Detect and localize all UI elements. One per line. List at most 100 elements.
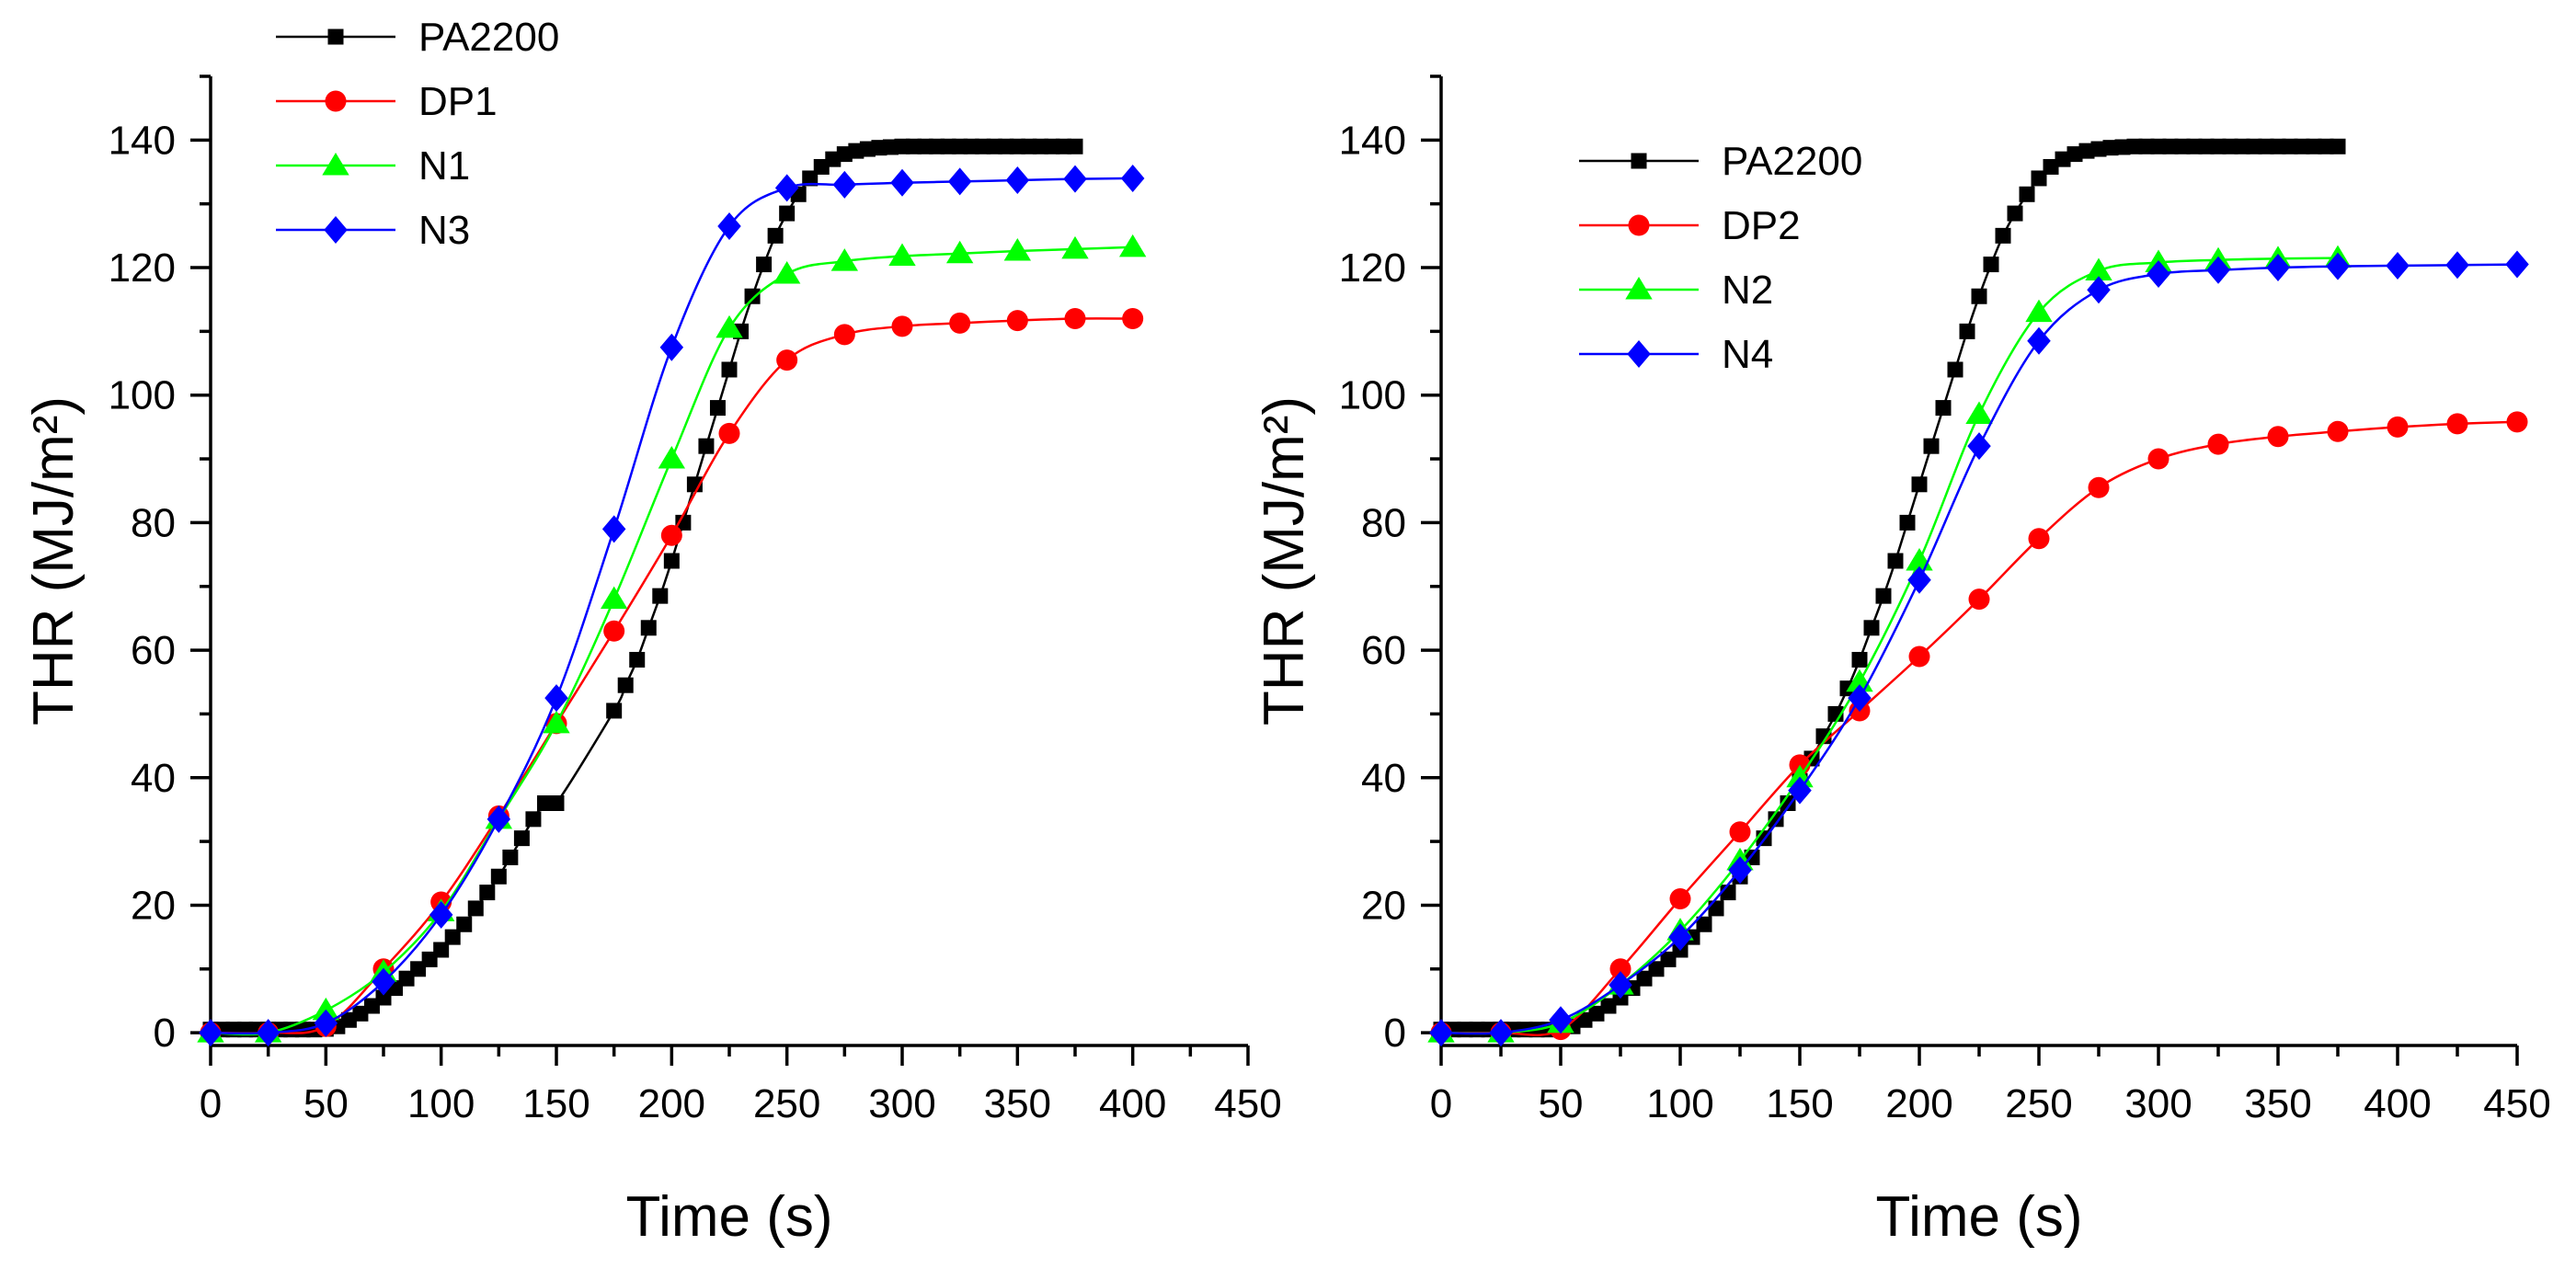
data-point <box>2087 276 2111 304</box>
data-point <box>659 333 684 361</box>
y-tick-label: 80 <box>131 500 176 545</box>
data-point <box>1965 401 1993 425</box>
data-point <box>525 811 542 828</box>
data-point <box>1788 776 1812 805</box>
y-tick-label: 120 <box>1339 246 1406 291</box>
y-tick-label: 20 <box>131 883 176 928</box>
data-point <box>2386 251 2410 280</box>
data-point <box>1122 308 1144 329</box>
data-point <box>660 524 682 546</box>
data-point <box>256 1019 280 1047</box>
data-point <box>2330 138 2346 154</box>
data-point <box>2294 138 2310 154</box>
x-axis-title: Time (s) <box>1876 1185 2083 1249</box>
data-point <box>606 703 623 719</box>
data-point <box>652 588 669 604</box>
data-point <box>1708 900 1724 917</box>
data-point <box>2327 420 2349 442</box>
data-point <box>1118 234 1147 257</box>
y-tick-label: 80 <box>1361 500 1406 545</box>
data-point <box>833 324 855 346</box>
y-tick-label: 20 <box>1361 883 1406 928</box>
x-tick-label: 450 <box>2483 1081 2550 1126</box>
legend-item: PA2200 <box>276 15 559 60</box>
data-point <box>2326 252 2350 280</box>
series-line <box>1440 420 2518 1036</box>
data-point <box>1728 856 1752 885</box>
data-point <box>1576 1011 1593 1028</box>
data-point <box>1863 620 1880 636</box>
data-point <box>2055 151 2071 167</box>
data-point <box>1064 308 1086 329</box>
data-point <box>2078 143 2095 159</box>
x-axis-title: Time (s) <box>626 1185 833 1249</box>
y-tick-label: 40 <box>131 756 176 801</box>
x-tick-label: 300 <box>868 1081 935 1126</box>
data-point <box>2126 138 2143 154</box>
data-point <box>2067 146 2083 163</box>
data-point <box>1120 164 1145 192</box>
data-point <box>1935 400 1952 417</box>
data-point <box>2206 256 2230 284</box>
x-tick-label: 50 <box>1539 1081 1584 1126</box>
data-point <box>1967 432 1991 461</box>
right-chart-panel: 0 50 100 150 200 250 300 350 400 450 0 20 40 60 80 100 1… <box>1253 74 2551 1249</box>
legend-item: DP1 <box>276 79 498 124</box>
x-tick-label: 0 <box>1430 1081 1452 1126</box>
data-point <box>444 929 461 945</box>
data-point <box>2186 138 2203 154</box>
series-line <box>210 246 1133 1036</box>
y-tick-label: 60 <box>131 628 176 673</box>
data-point <box>2282 138 2298 154</box>
y-tick-label: 120 <box>109 246 176 291</box>
data-point <box>1968 588 1990 611</box>
data-point <box>1003 237 1032 261</box>
data-point <box>456 916 473 932</box>
data-point <box>1959 323 1975 339</box>
data-point <box>1875 588 1892 604</box>
legend-item: N3 <box>276 208 470 253</box>
data-point <box>1006 310 1028 332</box>
data-point <box>2025 299 2053 323</box>
data-point <box>744 288 761 304</box>
data-point <box>1609 958 1631 980</box>
data-point <box>1908 645 1930 668</box>
legend-marker <box>322 153 349 176</box>
data-point <box>1696 916 1712 932</box>
data-point <box>502 849 519 865</box>
data-point <box>1911 476 1928 493</box>
x-tick-label: 200 <box>1885 1081 1952 1126</box>
data-point <box>2222 138 2238 154</box>
data-point <box>2234 138 2250 154</box>
series-dp1 <box>200 308 1144 1044</box>
data-point <box>721 361 738 378</box>
data-point <box>2027 326 2051 355</box>
data-point <box>2019 186 2035 202</box>
legend-item: N1 <box>276 143 470 188</box>
data-point <box>1669 888 1691 910</box>
data-point <box>891 315 913 337</box>
data-point <box>2114 139 2131 155</box>
data-point <box>2007 205 2023 222</box>
x-tick-label: 0 <box>200 1081 222 1126</box>
data-point <box>2267 426 2289 448</box>
data-point <box>2088 476 2110 498</box>
data-point <box>2162 138 2179 154</box>
data-point <box>490 868 507 885</box>
legend-marker <box>1631 153 1647 169</box>
data-point <box>709 400 726 417</box>
data-point <box>429 900 453 929</box>
y-axis-title: THR (MJ/m²) <box>22 396 86 725</box>
data-point <box>945 240 974 264</box>
data-point <box>2246 138 2262 154</box>
left-chart-panel: 0 50 100 150 200 250 300 350 400 450 0 20 40 60 80 100 1… <box>22 15 1282 1249</box>
x-tick-label: 250 <box>2005 1081 2072 1126</box>
data-point <box>2150 138 2167 154</box>
x-tick-label: 400 <box>1099 1081 1166 1126</box>
legend-label: PA2200 <box>1722 139 1862 184</box>
data-point <box>767 227 784 244</box>
data-point <box>1899 514 1916 531</box>
data-point <box>1983 257 1999 273</box>
data-point <box>1648 961 1665 977</box>
